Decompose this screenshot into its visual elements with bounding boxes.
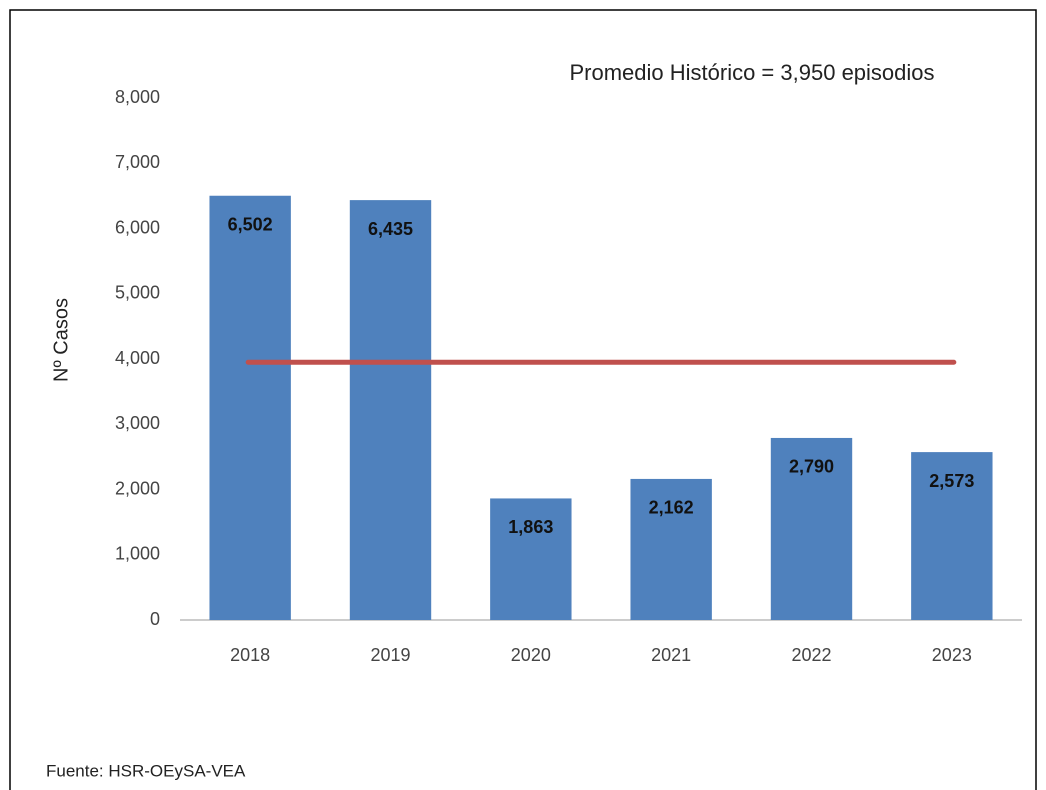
x-tick-label: 2021 [651,645,691,665]
bar [490,498,572,620]
y-tick-label: 4,000 [115,348,160,368]
frame [9,9,1037,790]
x-tick-label: 2022 [791,645,831,665]
value-label: 2,790 [789,457,834,477]
source: Fuente: HSR-OEySA-VEA [46,761,246,780]
y-tick-label: 1,000 [115,544,160,564]
x-tick-label: 2020 [511,645,551,665]
value-label: 6,502 [228,214,273,234]
bar [349,200,432,620]
annotation: Promedio Histórico = 3,950 episodios [569,60,934,85]
y-tick-label: 2,000 [115,478,160,498]
bar [770,437,853,620]
y-tick-label: 6,000 [115,217,160,237]
x-tick-label: 2018 [230,645,270,665]
x-tick-label: 2019 [370,645,410,665]
y-tick-label: 8,000 [115,87,160,107]
y-axis-label: Nº Casos [50,298,72,382]
value-label: 1,863 [508,517,553,537]
bar [630,478,712,620]
value-label: 6,435 [368,219,413,239]
x-tick-label: 2023 [932,645,972,665]
y-tick-label: 3,000 [115,413,160,433]
y-tick-label: 7,000 [115,152,160,172]
bar [209,195,291,620]
bar [911,452,993,620]
y-tick-label: 0 [150,609,160,629]
y-tick-label: 5,000 [115,283,160,303]
value-label: 2,162 [649,498,694,518]
value-label: 2,573 [929,471,974,491]
